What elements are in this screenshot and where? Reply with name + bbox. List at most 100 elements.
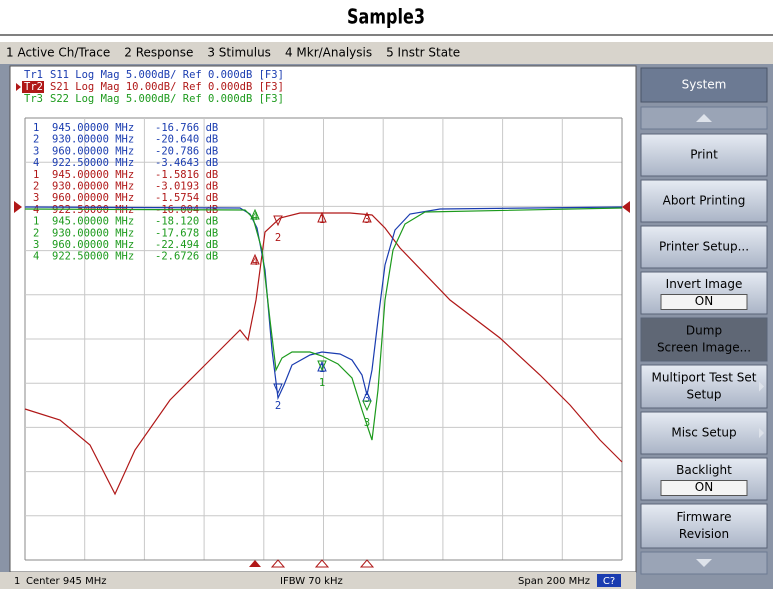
marker-value: -2.6726 dB <box>155 251 218 263</box>
softkey-label: Abort Printing <box>663 194 746 208</box>
marker-num: 1 <box>33 122 39 134</box>
marker-triangle <box>273 383 283 395</box>
marker-freq: 922.50000 MHz <box>52 251 134 263</box>
softkey-label: Revision <box>679 527 729 541</box>
marker-freq: 930.00000 MHz <box>52 227 134 239</box>
marker-value: -20.640 dB <box>155 134 218 146</box>
menu-item[interactable]: 3 Stimulus <box>207 46 271 60</box>
marker-label: 1 <box>319 214 325 226</box>
marker-num: 4 <box>33 157 39 169</box>
marker-num: 3 <box>33 145 39 157</box>
softkey[interactable] <box>640 133 768 177</box>
marker-num: 4 <box>33 204 39 216</box>
more-arrow <box>759 428 764 438</box>
scroll-arrow <box>696 114 712 122</box>
state-box <box>660 294 748 310</box>
softkey-label: Printer Setup... <box>659 240 749 254</box>
trace-id: Tr3 <box>24 93 43 105</box>
marker-freq: 922.50000 MHz <box>52 157 134 169</box>
softkey-label: Multiport Test Set <box>652 371 757 385</box>
softkey-label: Invert Image <box>666 277 743 291</box>
softkey[interactable] <box>640 317 768 362</box>
softkey[interactable] <box>640 503 768 549</box>
softkey-header-label: System <box>682 78 727 92</box>
marker-triangle <box>317 360 327 372</box>
marker-num: 2 <box>33 134 39 146</box>
title: Sample3 <box>347 6 425 29</box>
marker-triangle <box>250 253 260 265</box>
menu-item[interactable]: 4 Mkr/Analysis <box>285 46 372 60</box>
scroll-arrow <box>696 559 712 567</box>
menu-item[interactable]: 5 Instr State <box>386 46 460 60</box>
marker-value: -16.766 dB <box>155 122 218 134</box>
marker-triangle <box>362 211 372 223</box>
marker-freq: 945.00000 MHz <box>52 122 134 134</box>
softkey[interactable] <box>640 411 768 455</box>
marker-value: -17.678 dB <box>155 227 218 239</box>
trace-setting: S11 Log Mag 5.000dB/ Ref 0.000dB [F3] <box>50 69 284 81</box>
marker-num: 3 <box>33 192 39 204</box>
marker-freq: 960.00000 MHz <box>52 239 134 251</box>
marker-value: -22.494 dB <box>155 239 218 251</box>
trace-setting: S21 Log Mag 10.00dB/ Ref 0.000dB [F3] <box>50 81 284 93</box>
more-arrow <box>759 381 764 392</box>
menu-bar <box>0 42 773 64</box>
stim-marker <box>249 560 261 567</box>
trace-id: Tr1 <box>24 69 43 81</box>
softkey[interactable] <box>640 364 768 409</box>
marker-triangle <box>317 211 327 223</box>
marker-table: 1 945.00000 MHz -16.766 dB 2 930.00000 MHz -2… <box>33 122 218 263</box>
status-center: Center 945 MHz <box>26 576 107 587</box>
marker-label: 4 <box>252 211 258 223</box>
marker-num: 2 <box>33 227 39 239</box>
menu-item[interactable]: 1 Active Ch/Trace <box>6 46 110 60</box>
marker-value: -3.0193 dB <box>155 181 218 193</box>
softkey-label: Screen Image... <box>657 341 751 355</box>
marker-triangle <box>273 215 283 227</box>
trace-s22 <box>24 207 623 441</box>
marker-label: 4 <box>252 256 258 268</box>
marker-value: -18.120 dB <box>155 216 218 228</box>
marker-label: 3 <box>364 417 370 429</box>
marker-value: -3.4643 dB <box>155 157 218 169</box>
marker-freq: 930.00000 MHz <box>52 134 134 146</box>
marker-triangle <box>250 208 260 220</box>
marker-freq: 930.00000 MHz <box>52 181 134 193</box>
marker-freq: 945.00000 MHz <box>52 169 134 181</box>
marker-triangle <box>362 400 372 412</box>
softkey[interactable] <box>640 179 768 223</box>
trace-header: Tr1 S11 Log Mag 5.000dB/ Ref 0.000dB [F3]… <box>16 69 284 105</box>
marker-label: 2 <box>275 232 281 244</box>
marker-label: 2 <box>275 400 281 412</box>
marker-freq: 960.00000 MHz <box>52 192 134 204</box>
menu: 1 Active Ch/Trace 2 Response 3 Stimulus 4 M… <box>6 46 460 60</box>
marker-label: 3 <box>364 393 370 405</box>
stim-markers <box>270 559 375 568</box>
softkey-label: Misc Setup <box>671 426 736 440</box>
trace-id: Tr2 <box>24 81 43 93</box>
active-arrow <box>16 83 21 91</box>
marker-value: -20.786 dB <box>155 145 218 157</box>
softkey-label: Print <box>690 148 718 162</box>
marker-num: 1 <box>33 169 39 181</box>
status-ifbw: IFBW 70 kHz <box>280 576 343 587</box>
trace-s21 <box>24 212 623 496</box>
marker-num: 2 <box>33 181 39 193</box>
menu-item[interactable]: 2 Response <box>124 46 193 60</box>
softkey[interactable] <box>640 225 768 269</box>
softkey-label: Dump <box>686 324 722 338</box>
status-bar <box>0 572 636 589</box>
trace-setting: S22 Log Mag 5.000dB/ Ref 0.000dB [F3] <box>50 93 284 105</box>
trace-s11 <box>24 206 623 401</box>
status-channel: 1 <box>14 576 20 587</box>
grid <box>24 117 623 561</box>
marker-label: 3 <box>364 214 370 226</box>
ref-right <box>622 201 630 213</box>
marker-num: 4 <box>33 251 39 263</box>
marker-freq: 945.00000 MHz <box>52 216 134 228</box>
softkey-label: Setup <box>687 388 722 402</box>
ref-left <box>14 201 22 213</box>
